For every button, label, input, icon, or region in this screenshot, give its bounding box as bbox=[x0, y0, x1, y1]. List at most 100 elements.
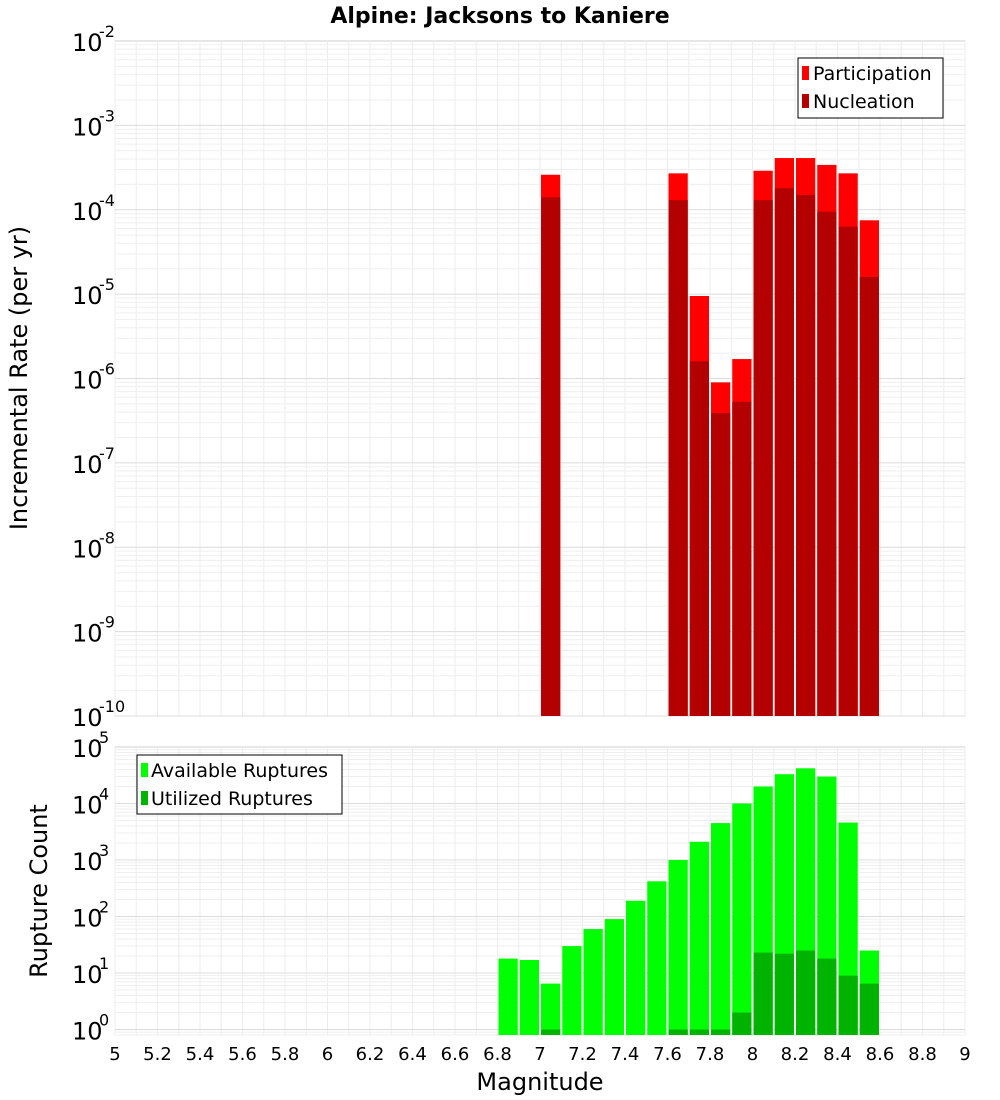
top-y-axis-label: Incremental Rate (per yr) bbox=[5, 226, 33, 530]
top-y-tick-labels: 10-210-310-410-510-610-710-810-910-10 bbox=[72, 22, 125, 732]
x-tick-label: 8.2 bbox=[781, 1044, 810, 1065]
y-tick-exponent: 5 bbox=[99, 728, 109, 747]
bar-nucleation bbox=[859, 276, 879, 716]
legend-available-label: Available Ruptures bbox=[151, 760, 328, 782]
x-tick-labels: 5 5.2 5.4 5.6 5.8 6 6.2 6.4 6.6 6.8 7 7.2 7.4 7.6 7.8 8… bbox=[109, 1044, 970, 1065]
bar-nucleation bbox=[753, 200, 773, 716]
bottom-bars bbox=[498, 768, 879, 1035]
bar-available-ruptures bbox=[711, 823, 731, 1035]
bar-available-ruptures bbox=[647, 881, 667, 1035]
y-tick-exponent: -5 bbox=[99, 275, 115, 294]
y-tick-label: 10 bbox=[72, 451, 103, 479]
bar-available-ruptures bbox=[604, 919, 624, 1035]
y-tick-exponent: 0 bbox=[99, 1011, 109, 1030]
legend-utilized-swatch bbox=[141, 791, 148, 805]
x-tick-label: 5.8 bbox=[271, 1044, 300, 1065]
bar-available-ruptures bbox=[541, 983, 561, 1035]
bar-utilized-ruptures bbox=[859, 983, 879, 1035]
y-tick-exponent: -9 bbox=[99, 613, 115, 632]
bar-utilized-ruptures bbox=[817, 958, 837, 1035]
bottom-legend-box bbox=[136, 754, 343, 815]
bar-utilized-ruptures bbox=[541, 1029, 561, 1035]
bar-nucleation bbox=[732, 401, 752, 716]
bar-nucleation bbox=[838, 226, 858, 716]
legend-utilized-label: Utilized Ruptures bbox=[151, 788, 313, 810]
bar-available-ruptures bbox=[562, 946, 582, 1035]
y-tick-label: 10 bbox=[72, 848, 103, 876]
y-tick-label: 10 bbox=[72, 961, 103, 989]
bar-available-ruptures bbox=[689, 841, 709, 1035]
y-tick-label: 10 bbox=[72, 198, 103, 226]
bar-utilized-ruptures bbox=[668, 1029, 688, 1035]
bar-utilized-ruptures bbox=[838, 975, 858, 1035]
y-tick-label: 10 bbox=[72, 29, 103, 57]
x-axis-label: Magnitude bbox=[476, 1068, 603, 1096]
x-tick-label: 8.4 bbox=[823, 1044, 852, 1065]
y-tick-exponent: -10 bbox=[99, 697, 125, 716]
bar-nucleation bbox=[796, 194, 816, 716]
y-tick-label: 10 bbox=[72, 282, 103, 310]
bar-utilized-ruptures bbox=[753, 952, 773, 1035]
x-tick-label: 7.8 bbox=[696, 1044, 725, 1065]
y-tick-label: 10 bbox=[72, 792, 103, 820]
y-tick-label: 10 bbox=[72, 535, 103, 563]
x-tick-label: 6.8 bbox=[483, 1044, 512, 1065]
x-tick-label: 8 bbox=[747, 1044, 758, 1065]
y-tick-exponent: 2 bbox=[99, 898, 109, 917]
y-tick-label: 10 bbox=[72, 367, 103, 395]
legend-nucleation-swatch bbox=[802, 94, 809, 108]
bar-nucleation bbox=[774, 188, 794, 717]
x-tick-label: 6.6 bbox=[441, 1044, 470, 1065]
legend-participation-swatch bbox=[802, 66, 809, 80]
top-legend-box bbox=[797, 57, 944, 119]
bar-available-ruptures bbox=[498, 958, 518, 1035]
x-tick-label: 8.6 bbox=[866, 1044, 895, 1065]
bar-nucleation bbox=[541, 197, 561, 717]
bottom-legend: Available Ruptures Utilized Ruptures bbox=[136, 754, 343, 815]
bar-utilized-ruptures bbox=[711, 1029, 731, 1035]
bar-available-ruptures bbox=[519, 959, 539, 1035]
top-gridlines bbox=[114, 41, 966, 717]
x-tick-label: 6.2 bbox=[356, 1044, 385, 1065]
bar-available-ruptures bbox=[732, 803, 752, 1035]
bar-available-ruptures bbox=[583, 929, 603, 1035]
bar-nucleation bbox=[711, 413, 731, 716]
y-tick-exponent: 1 bbox=[99, 954, 109, 973]
x-tick-label: 5.2 bbox=[143, 1044, 172, 1065]
bar-nucleation bbox=[817, 211, 837, 716]
x-tick-label: 6 bbox=[322, 1044, 333, 1065]
x-tick-label: 7.4 bbox=[611, 1044, 640, 1065]
top-bars bbox=[541, 158, 879, 717]
x-tick-label: 7 bbox=[534, 1044, 545, 1065]
y-tick-label: 10 bbox=[72, 1018, 103, 1046]
y-tick-exponent: -2 bbox=[99, 22, 115, 41]
legend-nucleation-label: Nucleation bbox=[813, 91, 915, 113]
bar-available-ruptures bbox=[626, 900, 646, 1035]
x-tick-label: 9 bbox=[959, 1044, 970, 1065]
y-tick-label: 10 bbox=[72, 735, 103, 763]
y-tick-exponent: 3 bbox=[99, 841, 109, 860]
legend-participation-label: Participation bbox=[813, 63, 932, 85]
x-tick-label: 7.2 bbox=[568, 1044, 597, 1065]
legend-available-swatch bbox=[141, 763, 148, 777]
y-tick-exponent: -8 bbox=[99, 528, 115, 547]
y-tick-label: 10 bbox=[72, 704, 103, 732]
bar-available-ruptures bbox=[668, 860, 688, 1035]
bottom-y-axis-label: Rupture Count bbox=[25, 804, 53, 978]
y-tick-exponent: -7 bbox=[99, 444, 115, 463]
y-tick-exponent: 4 bbox=[99, 785, 109, 804]
y-tick-label: 10 bbox=[72, 620, 103, 648]
y-tick-label: 10 bbox=[72, 113, 103, 141]
x-tick-label: 5 bbox=[109, 1044, 120, 1065]
x-tick-label: 8.8 bbox=[908, 1044, 937, 1065]
x-tick-label: 5.6 bbox=[228, 1044, 257, 1065]
bar-nucleation bbox=[668, 200, 688, 716]
bar-utilized-ruptures bbox=[689, 1029, 709, 1035]
chart-title: Alpine: Jacksons to Kaniere bbox=[330, 4, 669, 29]
y-tick-exponent: -4 bbox=[99, 191, 115, 210]
bar-utilized-ruptures bbox=[796, 950, 816, 1035]
y-tick-exponent: -3 bbox=[99, 106, 115, 125]
x-tick-label: 6.4 bbox=[398, 1044, 427, 1065]
